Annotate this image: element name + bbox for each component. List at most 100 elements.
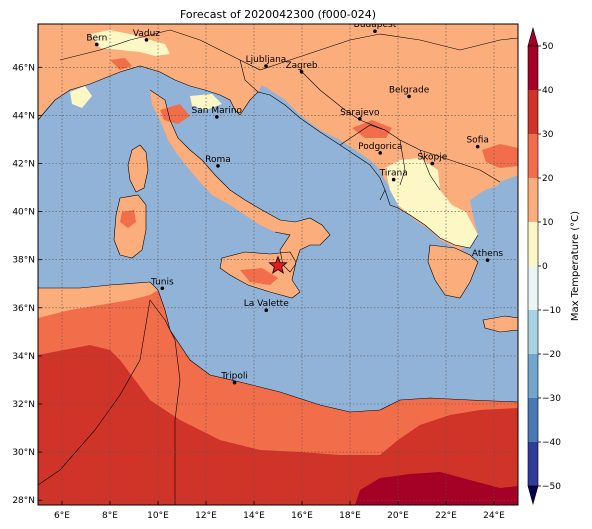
colorbar-tick-label: −30: [542, 394, 561, 404]
colorbar-ticks: 50 40 30 20 10 0 −10 −20 −30 −40 −50: [538, 42, 561, 492]
colorbar-segment: [528, 90, 538, 134]
city-label: Vaduz: [133, 29, 160, 39]
sardinia-warm: [120, 210, 136, 228]
colorbar-label: Max Temperature (°C): [570, 211, 581, 321]
city-label: Budapest: [354, 20, 397, 30]
colorbar-extend-bottom: [527, 485, 539, 506]
city-dot: [215, 115, 219, 119]
city-label: Athens: [472, 249, 503, 259]
city-dot: [299, 70, 304, 74]
location-star-marker: [268, 255, 288, 274]
italy-peninsula: [150, 90, 330, 272]
city-dot: [232, 380, 237, 385]
lon-tick-label: 8°E: [102, 511, 118, 521]
city-dot: [475, 144, 480, 149]
city-dot: [407, 94, 411, 99]
city-dot: [160, 286, 165, 291]
borders: [38, 29, 518, 505]
colorbar-tick-label: 0: [542, 262, 548, 272]
city-label: Belgrade: [389, 85, 430, 95]
aegean-sea: [470, 180, 518, 300]
lon-tick-label: 14°E: [243, 511, 265, 521]
sicily-warm: [240, 268, 278, 285]
gridlines: [38, 24, 518, 505]
alps-cool-patch-1: [90, 30, 170, 56]
lat-tick-label: 30°N: [12, 448, 35, 458]
city-label: La Valette: [244, 299, 289, 309]
city-label: San Marino: [192, 106, 243, 116]
city-dot: [264, 64, 268, 68]
lat-tick-label: 36°N: [12, 304, 35, 314]
colorbar-segment: [528, 310, 538, 354]
africa-hot-spot: [355, 472, 518, 505]
alps-cool-patch-2: [70, 86, 92, 108]
colorbar-tick-label: 30: [542, 130, 554, 140]
colorbar-tick-label: −40: [542, 438, 561, 448]
colorbar-segment: [528, 398, 538, 442]
lat-tick-label: 44°N: [12, 111, 35, 121]
adriatic-sea: [240, 92, 385, 200]
balkans-cool: [385, 158, 478, 248]
city-dot: [378, 151, 383, 155]
city-dot: [264, 308, 269, 312]
lon-tick-label: 22°E: [435, 511, 457, 521]
lon-tick-label: 18°E: [339, 511, 361, 521]
city-label: Tirana: [379, 169, 408, 179]
city-label: Podgorica: [358, 142, 402, 152]
europe-warm-patch-2: [352, 120, 392, 138]
colorbar-segment: [528, 266, 538, 310]
city-label: Sarajevo: [340, 108, 380, 118]
lon-tick-label: 10°E: [147, 511, 169, 521]
colorbar-segment: [528, 442, 538, 486]
lat-tick-label: 46°N: [12, 63, 35, 73]
latitude-ticks: 46°N 44°N 42°N 40°N 38°N 36°N 34°N 32°N 30°N 28°N: [12, 63, 42, 506]
lat-tick-label: 42°N: [12, 159, 35, 169]
colorbar-extend-top: [527, 26, 539, 47]
city-dot: [216, 164, 220, 168]
lat-tick-label: 28°N: [12, 496, 35, 506]
lat-tick-label: 34°N: [12, 352, 35, 362]
city-label: Skopje: [417, 152, 447, 162]
colorbar-segment: [528, 178, 538, 222]
colorbar-segment: [528, 46, 538, 90]
city-dot: [430, 161, 435, 166]
chart-title: Forecast of 2020042300 (f000-024): [180, 8, 376, 21]
lon-tick-label: 16°E: [291, 511, 313, 521]
colorbar-tick-label: −20: [542, 350, 561, 360]
tyrrhenian-sea: [38, 112, 270, 282]
corsica: [128, 145, 148, 192]
city-dot: [373, 29, 377, 34]
lat-tick-label: 38°N: [12, 256, 35, 266]
tunisia-north: [38, 282, 158, 318]
city-label: Tripoli: [220, 372, 248, 382]
colorbar-tick-label: 10: [542, 218, 554, 228]
colorbar-tick-label: 50: [542, 42, 554, 52]
city-label: Roma: [205, 155, 231, 165]
colorbar-segment: [528, 222, 538, 266]
marker-layer: [268, 255, 288, 274]
city-label: Bern: [86, 33, 107, 43]
city-dot: [95, 42, 99, 47]
europe-warm-patch-3: [482, 144, 518, 168]
colorbar-tick-label: 40: [542, 86, 554, 96]
colorbar: 50 40 30 20 10 0 −10 −20 −30 −40 −50 Max Temperatu…: [527, 26, 581, 506]
longitude-ticks: 6°E 8°E 10°E 12°E 14°E 16°E 18°E 20°E 22°E 24°E: [54, 501, 505, 521]
lat-tick-label: 40°N: [12, 208, 35, 218]
colorbar-tick-label: −10: [542, 306, 561, 316]
city-label: Sofia: [466, 136, 488, 146]
colorbar-segment: [528, 134, 538, 178]
lat-tick-label: 32°N: [12, 400, 35, 410]
lon-tick-label: 24°E: [483, 511, 505, 521]
city-dot: [391, 177, 396, 182]
city-dot: [144, 38, 149, 42]
crete: [483, 316, 518, 332]
lon-tick-label: 12°E: [195, 511, 217, 521]
city-label: Ljubljana: [246, 55, 287, 65]
colorbar-tick-label: −50: [542, 482, 561, 492]
lon-tick-label: 20°E: [387, 511, 409, 521]
peloponnese: [428, 245, 478, 298]
map-frame: [37, 23, 519, 506]
